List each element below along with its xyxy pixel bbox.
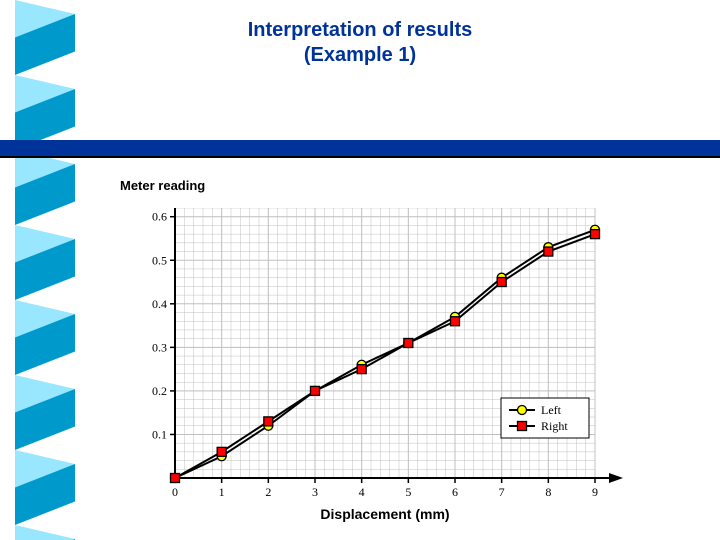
marker-right	[404, 339, 413, 348]
svg-text:0: 0	[172, 485, 178, 499]
side-ribbon-deco	[0, 0, 110, 540]
svg-text:4: 4	[359, 485, 365, 499]
svg-text:0.5: 0.5	[152, 253, 167, 267]
page-title: Interpretation of results (Example 1)	[0, 18, 720, 68]
marker-right	[451, 317, 460, 326]
svg-text:9: 9	[592, 485, 598, 499]
svg-text:6: 6	[452, 485, 458, 499]
svg-text:0.2: 0.2	[152, 384, 167, 398]
marker-right	[591, 230, 600, 239]
marker-right	[357, 365, 366, 374]
chart: 0 1 2 3 4 5 6 7 8 9 0.1 0.2 0.3 0.4 0.5 0.6 Left Right	[135, 208, 640, 533]
title-line-2: (Example 1)	[0, 43, 720, 68]
marker-right	[544, 247, 553, 256]
svg-text:2: 2	[265, 485, 271, 499]
legend-label-right: Right	[541, 419, 568, 433]
header-horizontal-bar	[0, 140, 720, 158]
svg-text:0.1: 0.1	[152, 427, 167, 441]
svg-text:0.4: 0.4	[152, 297, 167, 311]
marker-right	[264, 417, 273, 426]
svg-text:0.6: 0.6	[152, 210, 167, 224]
svg-text:0.3: 0.3	[152, 340, 167, 354]
legend-label-left: Left	[541, 403, 562, 417]
svg-text:3: 3	[312, 485, 318, 499]
marker-right	[497, 278, 506, 287]
x-axis-label: Displacement (mm)	[175, 506, 595, 522]
title-line-1: Interpretation of results	[0, 18, 720, 43]
svg-text:8: 8	[545, 485, 551, 499]
svg-text:5: 5	[405, 485, 411, 499]
marker-right	[217, 447, 226, 456]
y-axis-label: Meter reading	[120, 178, 205, 193]
svg-text:7: 7	[499, 485, 505, 499]
svg-text:1: 1	[219, 485, 225, 499]
marker-right	[171, 474, 180, 483]
chart-svg: 0 1 2 3 4 5 6 7 8 9 0.1 0.2 0.3 0.4 0.5 0.6 Left Right	[135, 208, 640, 528]
marker-right	[311, 386, 320, 395]
